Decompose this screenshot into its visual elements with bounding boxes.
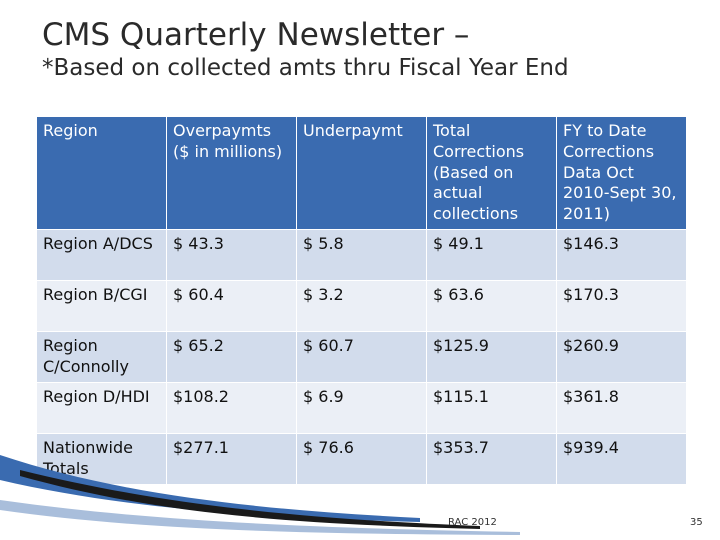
- slide-title: CMS Quarterly Newsletter – *Based on col…: [42, 18, 712, 81]
- cell-total: $125.9: [426, 331, 557, 383]
- cell-overpayments: $277.1: [166, 433, 297, 485]
- header-region: Region: [36, 116, 167, 230]
- cell-region: Region A/DCS: [36, 229, 167, 281]
- cell-region: Nationwide Totals: [36, 433, 167, 485]
- table-row: Region D/HDI $108.2 $ 6.9 $115.1 $361.8: [36, 382, 687, 434]
- cell-fy-to-date: $170.3: [556, 280, 687, 332]
- cell-overpayments: $ 60.4: [166, 280, 297, 332]
- cell-underpayment: $ 5.8: [296, 229, 427, 281]
- cell-total: $ 49.1: [426, 229, 557, 281]
- title-line-1: CMS Quarterly Newsletter –: [42, 17, 470, 53]
- cell-overpayments: $ 43.3: [166, 229, 297, 281]
- cell-region: Region C/Connolly: [36, 331, 167, 383]
- table-row: Region C/Connolly $ 65.2 $ 60.7 $125.9 $…: [36, 331, 687, 383]
- cell-total: $353.7: [426, 433, 557, 485]
- cell-underpayment: $ 6.9: [296, 382, 427, 434]
- header-overpayments: Overpaymts ($ in millions): [166, 116, 297, 230]
- header-total-corrections: Total Corrections (Based on actual colle…: [426, 116, 557, 230]
- cell-underpayment: $ 3.2: [296, 280, 427, 332]
- corrections-table: Region Overpaymts ($ in millions) Underp…: [36, 116, 687, 485]
- cell-fy-to-date: $361.8: [556, 382, 687, 434]
- table-row: Region A/DCS $ 43.3 $ 5.8 $ 49.1 $146.3: [36, 229, 687, 281]
- table-header-row: Region Overpaymts ($ in millions) Underp…: [36, 116, 687, 230]
- cell-total: $115.1: [426, 382, 557, 434]
- cell-underpayment: $ 76.6: [296, 433, 427, 485]
- header-underpayment: Underpaymt: [296, 116, 427, 230]
- title-line-2: *Based on collected amts thru Fiscal Yea…: [42, 55, 569, 82]
- cell-fy-to-date: $939.4: [556, 433, 687, 485]
- cell-region: Region D/HDI: [36, 382, 167, 434]
- cell-underpayment: $ 60.7: [296, 331, 427, 383]
- cell-total: $ 63.6: [426, 280, 557, 332]
- cell-region: Region B/CGI: [36, 280, 167, 332]
- table-row: Region B/CGI $ 60.4 $ 3.2 $ 63.6 $170.3: [36, 280, 687, 332]
- cell-overpayments: $ 65.2: [166, 331, 297, 383]
- footer-text: RAC 2012: [448, 517, 497, 528]
- cell-fy-to-date: $260.9: [556, 331, 687, 383]
- cell-overpayments: $108.2: [166, 382, 297, 434]
- header-fy-to-date: FY to Date Corrections Data Oct 2010-Sep…: [556, 116, 687, 230]
- table-row: Nationwide Totals $277.1 $ 76.6 $353.7 $…: [36, 433, 687, 485]
- cell-fy-to-date: $146.3: [556, 229, 687, 281]
- swoosh-light: [0, 500, 520, 535]
- page-number: 35: [690, 517, 703, 528]
